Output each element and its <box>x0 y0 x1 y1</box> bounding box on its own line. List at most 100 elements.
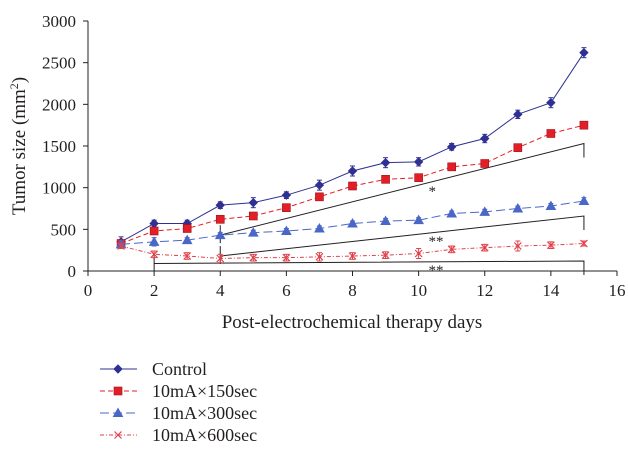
y-axis-title-sup: 2 <box>7 83 21 89</box>
diamond-marker <box>149 218 159 229</box>
triangle-marker <box>347 217 358 228</box>
square-marker <box>480 159 490 168</box>
diamond-marker <box>248 197 259 208</box>
square-marker <box>414 173 423 182</box>
triangle-marker <box>281 225 292 235</box>
bracket-line <box>220 142 585 236</box>
x-tick-label: 12 <box>476 281 493 300</box>
x-marker-stroke <box>315 252 324 261</box>
x-tick-label: 14 <box>542 281 560 300</box>
square-marker <box>348 181 357 191</box>
x-marker-stroke <box>249 253 258 262</box>
x-marker-stroke <box>150 250 159 259</box>
square-marker <box>182 224 192 233</box>
square-marker <box>447 162 456 172</box>
x-marker-stroke <box>348 252 357 260</box>
x-marker-stroke <box>282 253 291 262</box>
triangle-marker <box>148 236 160 246</box>
diamond-marker <box>314 180 325 190</box>
triangle-marker <box>380 215 391 225</box>
significance-star: ** <box>429 263 444 279</box>
triangle-marker <box>112 407 124 417</box>
x-marker-stroke <box>513 242 522 250</box>
diamond-marker <box>480 133 490 144</box>
triangle-marker <box>314 222 325 233</box>
x-marker-stroke <box>381 251 390 260</box>
y-tick-label: 3000 <box>42 12 76 31</box>
triangle-marker <box>247 227 259 237</box>
x-tick-label: 2 <box>150 281 159 300</box>
x-marker-stroke <box>546 241 555 250</box>
diamond-marker <box>347 166 358 176</box>
legend-label: 10mA×150sec <box>152 381 257 401</box>
series-line <box>120 243 584 260</box>
diamond-marker <box>579 47 589 58</box>
y-axis-title: Tumor size (mm2) <box>7 77 30 215</box>
bracket-line <box>220 215 585 257</box>
x-tick-label: 4 <box>216 281 225 300</box>
x-marker-stroke <box>480 243 489 252</box>
legend-label: Control <box>152 359 207 379</box>
diamond-marker <box>446 142 457 152</box>
chart-axes <box>87 21 617 272</box>
diamond-marker <box>413 157 424 167</box>
x-marker-stroke <box>580 239 588 248</box>
x-marker-stroke <box>414 249 423 258</box>
significance-star: * <box>429 184 437 200</box>
triangle-marker <box>181 234 193 245</box>
legend-label: 10mA×600sec <box>152 425 257 445</box>
x-marker-stroke <box>183 252 192 260</box>
square-marker <box>113 386 123 396</box>
diamond-marker <box>113 364 123 374</box>
diamond-marker <box>546 97 556 108</box>
bracket-line <box>154 260 585 275</box>
significance-star: ** <box>429 234 444 250</box>
diamond-marker <box>215 200 225 210</box>
y-tick-label: 2000 <box>42 95 76 114</box>
x-tick-label: 0 <box>84 281 93 300</box>
significance-annotations: ***** <box>429 184 444 279</box>
square-marker <box>513 143 523 152</box>
square-marker <box>215 215 225 224</box>
x-tick-label: 16 <box>609 281 626 300</box>
x-tick-label: 8 <box>348 281 357 300</box>
y-tick-label: 1000 <box>42 179 76 198</box>
y-tick-label: 500 <box>51 220 77 239</box>
legend-item: Control <box>100 359 207 379</box>
square-marker <box>546 129 556 138</box>
significance-brackets <box>153 142 585 275</box>
square-marker <box>381 175 390 184</box>
y-axis-title-main: Tumor size (mm <box>9 89 30 215</box>
triangle-marker <box>214 229 226 240</box>
square-marker <box>282 203 291 212</box>
diamond-marker <box>380 157 391 168</box>
legend-label: 10mA×300sec <box>152 403 257 423</box>
series-2 <box>116 120 589 248</box>
triangle-marker <box>545 200 557 210</box>
x-marker-stroke <box>117 242 125 250</box>
axis-ticks: 0 2 4 6 8 10 12 14 16 0 500 1000 1500 2000 2500 3000 <box>42 12 626 300</box>
square-marker <box>315 192 324 202</box>
triangle-marker <box>578 195 590 205</box>
x-marker-stroke <box>447 245 456 254</box>
y-tick-label: 2500 <box>42 54 76 73</box>
diamond-marker <box>281 190 292 200</box>
data-series <box>115 47 590 264</box>
x-axis-title: Post-electrochemical therapy days <box>222 312 483 333</box>
triangle-marker <box>479 206 491 216</box>
square-marker <box>579 120 589 130</box>
x-marker-stroke <box>114 431 122 439</box>
diamond-marker <box>513 109 523 120</box>
x-tick-label: 6 <box>282 281 291 300</box>
triangle-marker <box>446 207 458 218</box>
triangle-marker <box>413 214 424 225</box>
series-4 <box>117 239 588 264</box>
square-marker <box>249 211 258 221</box>
x-tick-label: 10 <box>410 281 427 300</box>
x-marker-stroke <box>216 254 225 263</box>
legend-item: 10mA×300sec <box>100 403 257 423</box>
legend-item: 10mA×150sec <box>100 381 257 401</box>
legend-item: 10mA×600sec <box>100 425 257 445</box>
